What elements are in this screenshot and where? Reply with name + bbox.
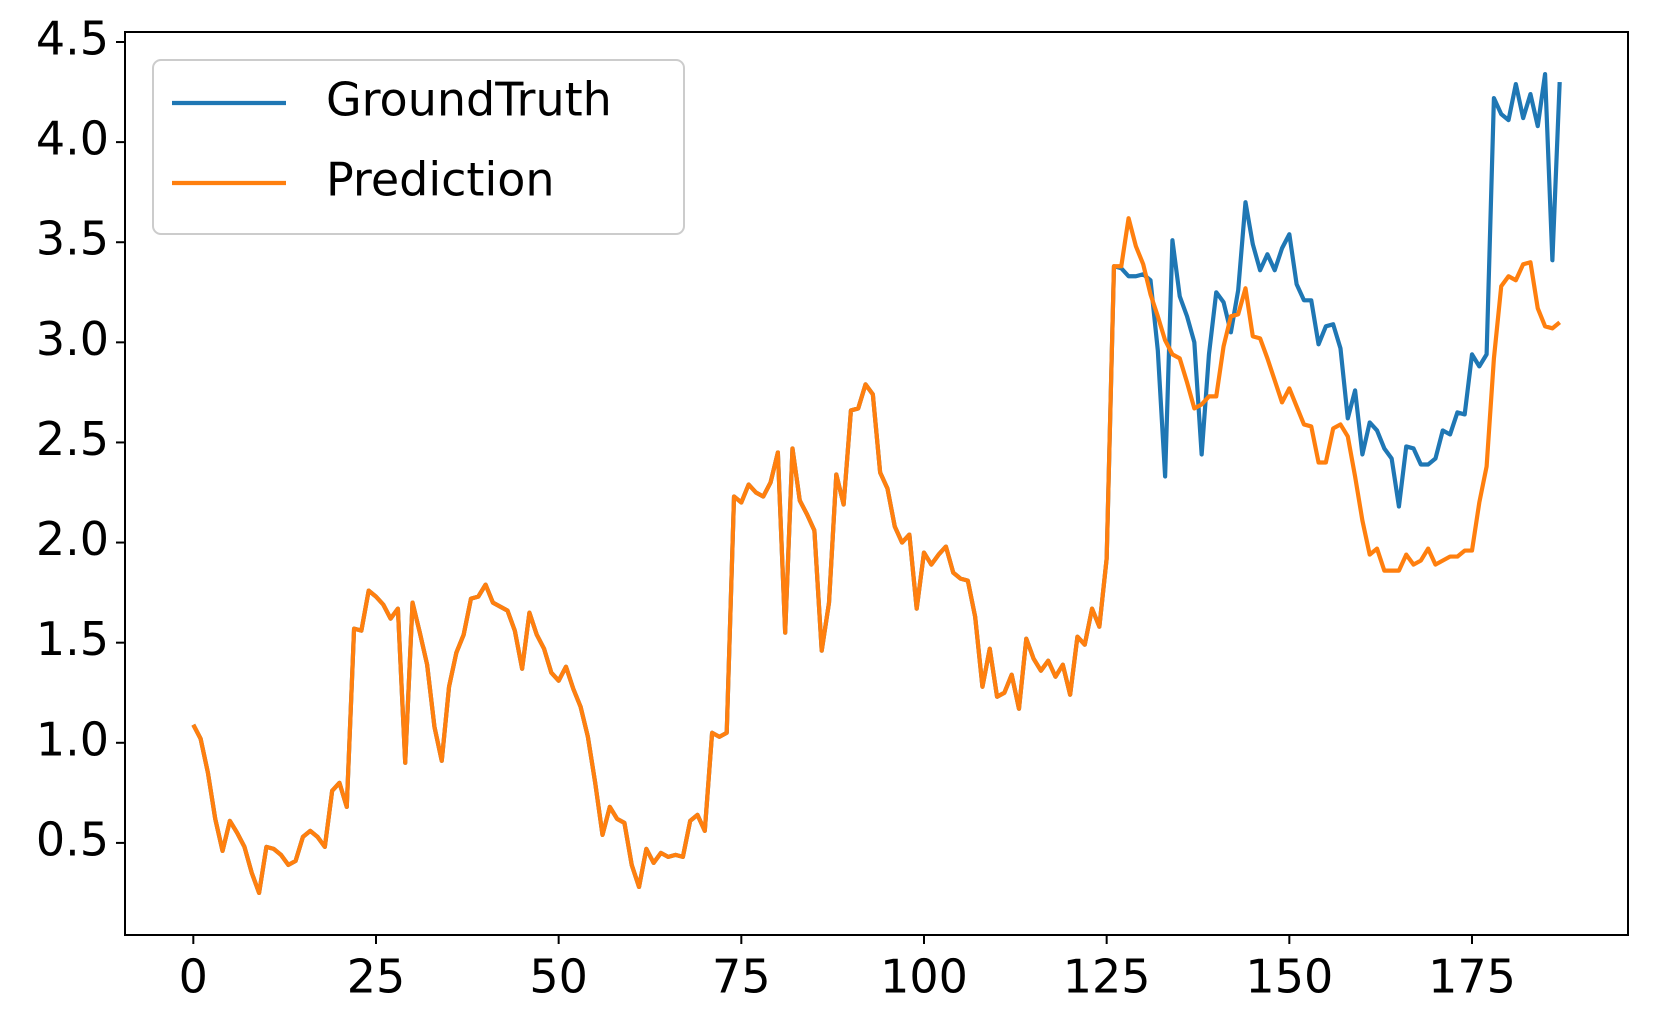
x-tick-label: 150 (1245, 950, 1333, 1004)
legend-label: GroundTruth (326, 73, 612, 127)
x-tick-label: 50 (529, 950, 588, 1004)
y-tick-label: 3.5 (36, 212, 109, 266)
y-tick-label: 2.5 (36, 412, 109, 466)
y-tick-label: 4.5 (36, 12, 109, 66)
x-tick-label: 25 (347, 950, 406, 1004)
series-line (191, 216, 1562, 896)
y-tick-label: 4.0 (36, 112, 109, 166)
x-tick-label: 100 (880, 950, 968, 1004)
y-tick-label: 2.0 (36, 512, 109, 566)
legend-label: Prediction (326, 153, 555, 207)
plot-frame (124, 31, 1629, 936)
y-tick-label: 1.5 (36, 612, 109, 666)
x-tick-label: 0 (179, 950, 208, 1004)
x-tick-label: 125 (1063, 950, 1151, 1004)
y-tick-label: 3.0 (36, 312, 109, 366)
y-tick-label: 0.5 (36, 812, 109, 866)
x-tick-label: 175 (1428, 950, 1516, 1004)
x-tick-label: 75 (712, 950, 771, 1004)
y-tick-label: 1.0 (36, 712, 109, 766)
